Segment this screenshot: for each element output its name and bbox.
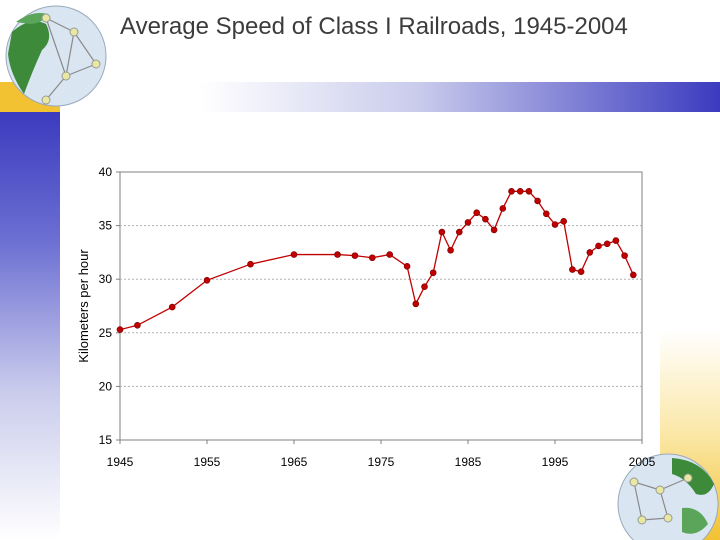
data-point xyxy=(134,321,141,329)
data-point xyxy=(560,218,568,225)
data-point xyxy=(499,205,507,212)
x-tick-label: 1975 xyxy=(368,455,395,469)
data-point xyxy=(612,237,620,244)
data-point xyxy=(403,263,411,270)
gridlines xyxy=(120,225,642,387)
data-point xyxy=(464,219,472,226)
data-point xyxy=(577,268,585,275)
data-point xyxy=(508,187,515,195)
data-point xyxy=(473,209,481,217)
x-tick-label: 1945 xyxy=(107,455,134,469)
data-point xyxy=(551,221,559,228)
top-decorative-band xyxy=(0,82,720,112)
data-point xyxy=(447,246,454,254)
x-tick-label: 1995 xyxy=(542,455,569,469)
speed-line-chart: 1945 1955 1965 1975 1985 1995 2005 15 20 25 30 35 4… xyxy=(76,165,656,469)
data-point xyxy=(482,215,489,223)
data-point xyxy=(516,187,524,195)
data-point xyxy=(116,326,124,333)
y-axis: 15 20 25 30 35 40 xyxy=(99,165,120,447)
data-point xyxy=(247,260,254,268)
data-point xyxy=(603,240,611,248)
data-point xyxy=(412,300,420,308)
y-tick-label: 40 xyxy=(99,165,113,179)
data-point xyxy=(290,251,298,258)
data-point xyxy=(569,266,576,273)
plot-area xyxy=(119,171,643,441)
series-layer xyxy=(116,187,637,333)
data-point xyxy=(168,303,176,311)
data-point xyxy=(586,249,594,256)
data-point xyxy=(386,251,394,258)
slide-title: Average Speed of Class I Railroads, 1945… xyxy=(120,13,628,40)
x-tick-label: 1955 xyxy=(194,455,221,469)
left-decorative-band xyxy=(0,112,60,540)
y-tick-label: 25 xyxy=(99,326,113,340)
data-point xyxy=(629,271,637,279)
y-axis-title: Kilometers per hour xyxy=(76,249,91,363)
data-point xyxy=(351,252,359,259)
data-point xyxy=(334,251,341,258)
data-point xyxy=(455,228,463,236)
data-point xyxy=(525,187,533,195)
data-point xyxy=(368,254,376,262)
x-axis: 1945 1955 1965 1975 1985 1995 2005 xyxy=(107,440,656,469)
y-tick-label: 15 xyxy=(99,433,113,447)
y-tick-label: 35 xyxy=(99,219,113,233)
data-point xyxy=(429,269,437,277)
data-point xyxy=(438,228,446,236)
data-point xyxy=(542,210,550,218)
x-tick-label: 1985 xyxy=(455,455,482,469)
globe-network-icon xyxy=(5,5,107,107)
data-point xyxy=(490,226,498,234)
x-tick-label: 1965 xyxy=(281,455,308,469)
x-tick-label: 2005 xyxy=(629,455,656,469)
globe-network-icon-bottom xyxy=(617,453,719,540)
data-point xyxy=(621,252,628,259)
data-point xyxy=(534,197,541,205)
data-point xyxy=(595,242,602,250)
data-point xyxy=(203,276,211,284)
y-tick-label: 20 xyxy=(99,379,113,393)
data-point xyxy=(421,283,428,291)
y-tick-label: 30 xyxy=(99,272,113,286)
